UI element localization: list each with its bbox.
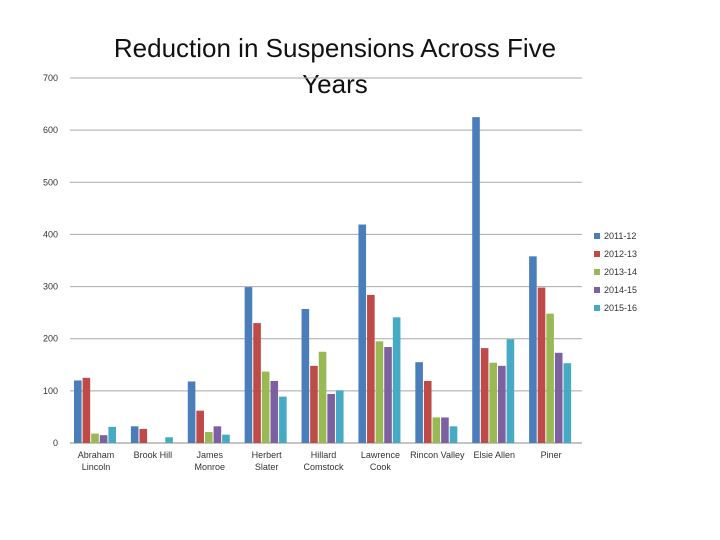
bar [375,341,384,443]
bar [335,390,344,443]
bar [563,363,572,443]
bar [196,410,204,443]
bar [165,437,173,443]
y-tick-label: 100 [43,386,58,396]
bar [213,426,222,443]
bar [222,434,230,443]
bar [415,362,423,443]
x-category-label: James Monroe [195,450,226,472]
x-category-label: Brook Hill [134,450,173,460]
legend-label: 2014-15 [604,285,637,295]
bar [204,432,213,443]
bar [270,380,279,443]
x-category-label: Herbert Slater [252,450,283,472]
bar [546,313,554,443]
legend-swatch [594,269,600,275]
bar [449,426,458,443]
bar [253,323,261,443]
bar [82,377,91,443]
bar [318,351,327,443]
category-labels: Abraham Lincoln Brook Hill James Monroe Herbe… [78,450,562,472]
bar [480,348,489,443]
bar [310,365,318,443]
bar [506,339,515,443]
y-tick-label: 700 [43,73,58,83]
legend-swatch [594,305,600,311]
bar [74,380,82,443]
legend-label: 2012-13 [604,249,637,259]
bar [108,426,116,443]
bar [367,294,375,443]
bar [99,435,108,443]
x-category-label: Rincon Valley [410,450,465,460]
bar [139,428,148,443]
bar [489,362,498,443]
bar [187,381,196,443]
y-tick-label: 300 [43,282,58,292]
bar [423,380,432,443]
y-tick-label: 200 [43,334,58,344]
chart-title: Reduction in Suspensions Across Five Yea… [113,33,557,99]
y-tick-label: 500 [43,177,58,187]
x-category-label: Hillard Comstock [304,450,345,472]
bar [472,117,480,443]
bar [261,371,270,443]
bar [358,224,367,443]
x-category-label: Elsie Allen [473,450,515,460]
bar [554,352,563,443]
legend-swatch [594,251,600,257]
bar [384,347,392,443]
y-axis-ticks: 0 100 200 300 400 500 600 700 [43,73,58,448]
legend-label: 2013-14 [604,267,637,277]
bar [91,433,99,443]
bar [529,256,537,443]
legend-label: 2015-16 [604,303,637,313]
y-tick-label: 400 [43,229,58,239]
x-category-label: Lawrence Cook [361,450,400,472]
bar [244,287,253,443]
bar [537,287,546,443]
x-category-label: Abraham Lincoln [78,450,115,472]
bar [498,365,506,443]
y-tick-label: 600 [43,125,58,135]
x-category-label: Piner [541,450,562,460]
legend-swatch [594,233,600,239]
bar [392,317,401,443]
y-tick-label: 0 [53,438,58,448]
legend-swatch [594,287,600,293]
legend: 2011-12 2012-13 2013-14 2014-15 2015-16 [594,231,637,313]
bar [441,417,449,443]
bar [130,426,139,443]
legend-label: 2011-12 [604,231,636,241]
bar [279,396,287,443]
bar [301,308,310,443]
bar [327,393,335,443]
bar [432,417,441,443]
bars [74,117,572,443]
